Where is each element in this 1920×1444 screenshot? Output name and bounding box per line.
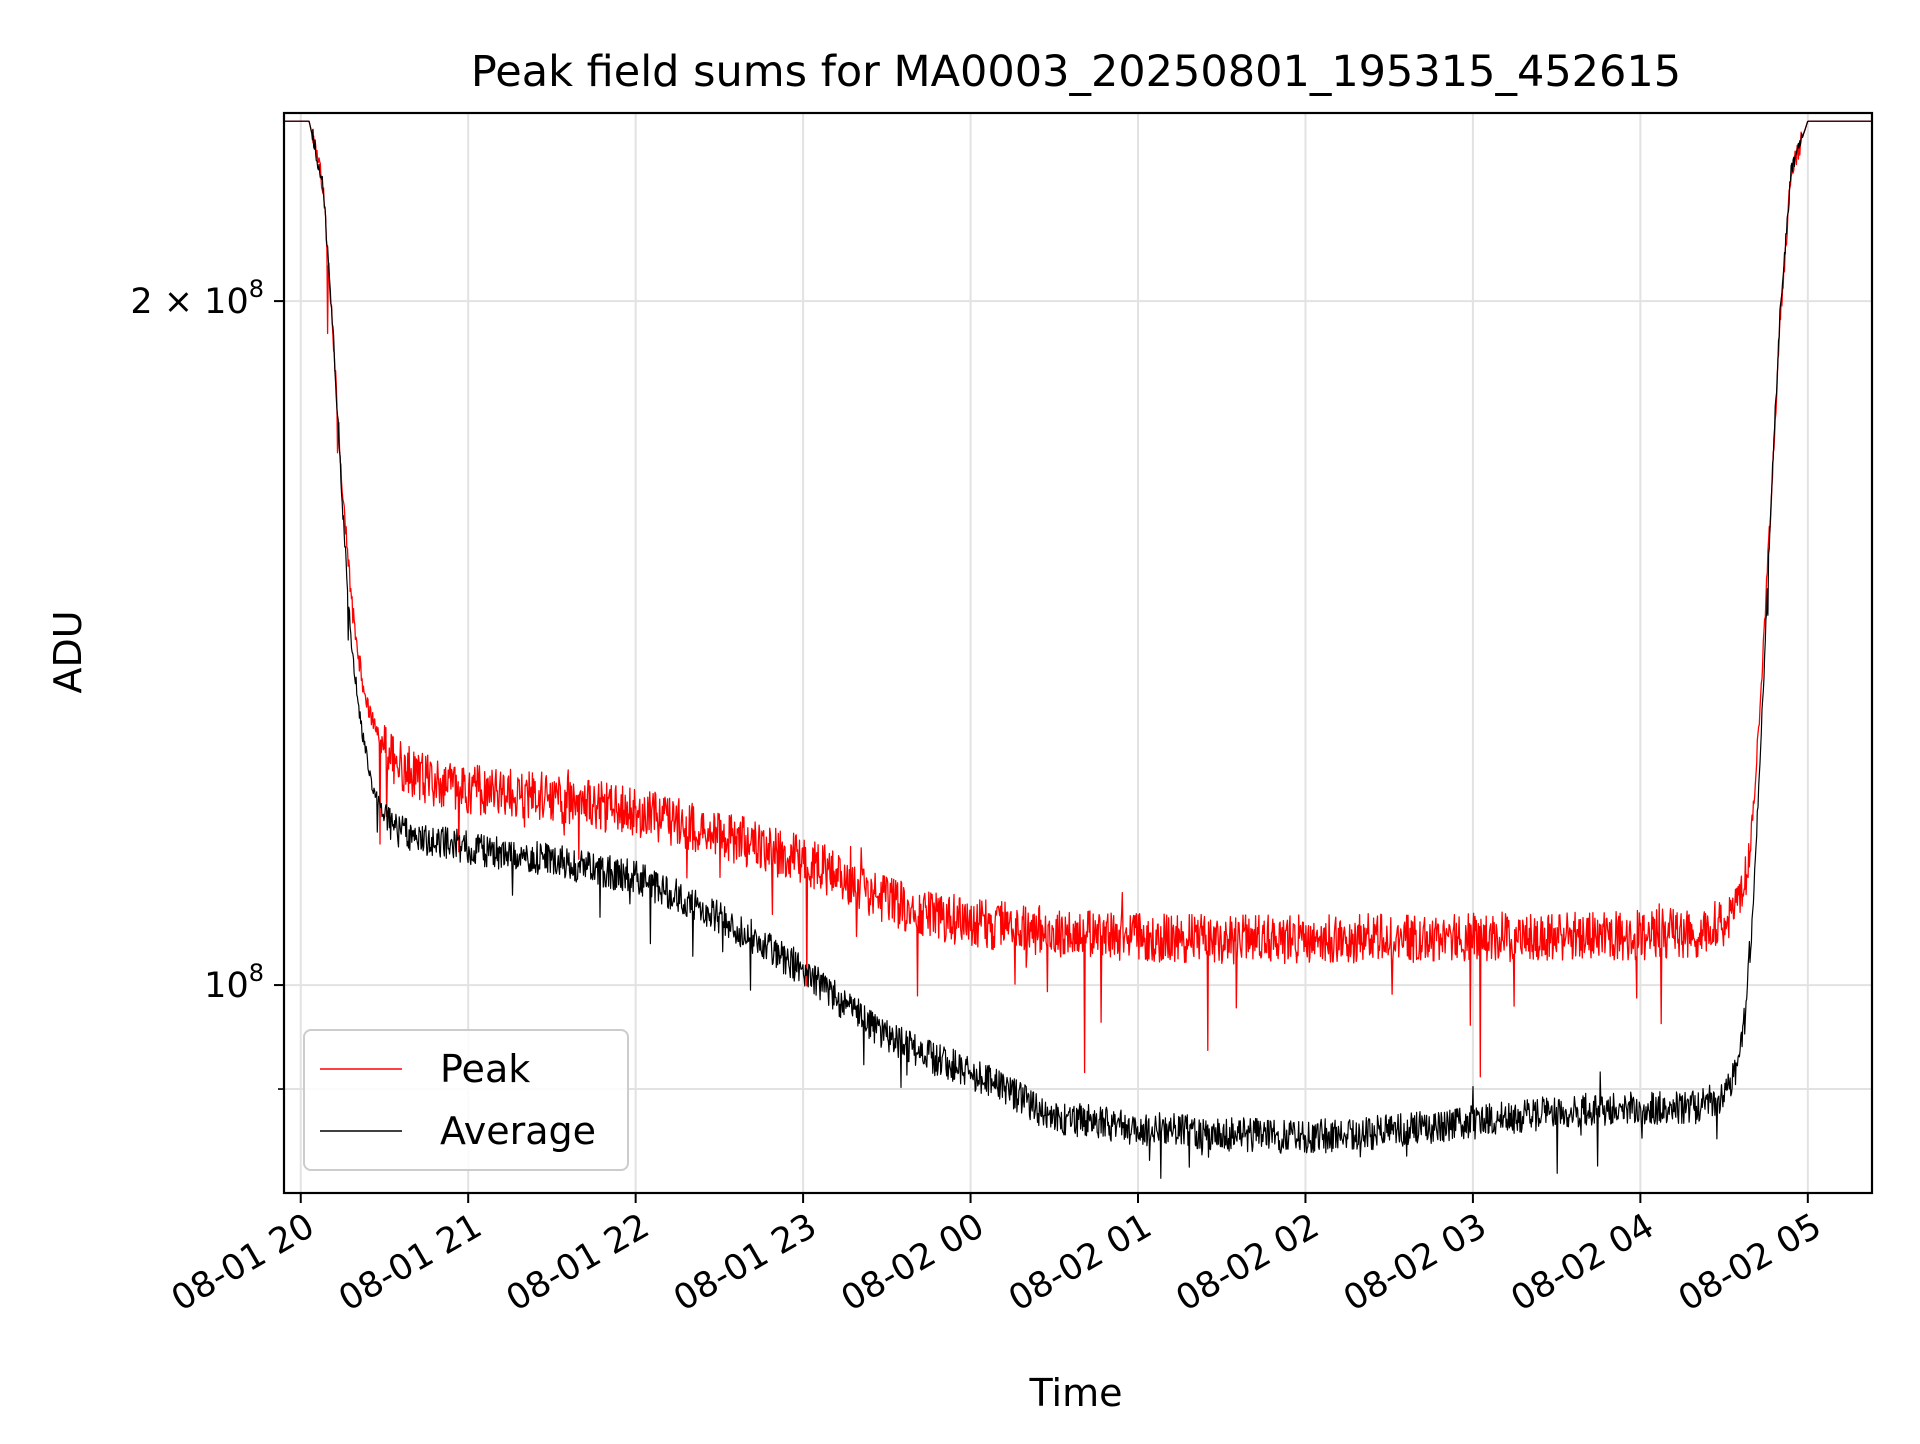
grid: [284, 113, 1872, 1193]
legend: Peak Average: [303, 1029, 629, 1171]
x-axis-label: Time: [1029, 1371, 1123, 1415]
series-line-average: [284, 120, 1872, 1179]
plot-frame: [282, 111, 1874, 1195]
legend-average-label: Average: [440, 1109, 596, 1153]
series-layer: [284, 120, 1872, 1179]
legend-box: [303, 1029, 629, 1171]
y-axis-label: ADU: [46, 610, 90, 693]
y-tick-label: 2 × 108: [130, 275, 264, 322]
y-tick-label: 108: [204, 959, 264, 1006]
legend-peak-label: Peak: [440, 1047, 530, 1091]
chart-title: Peak field sums for MA0003_20250801_1953…: [471, 47, 1681, 97]
series-line-peak: [284, 120, 1872, 1078]
